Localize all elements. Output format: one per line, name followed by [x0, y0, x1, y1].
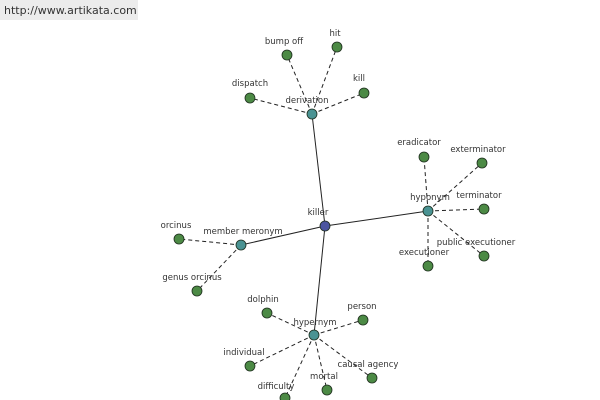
word-node: [418, 151, 430, 163]
word-node: [422, 260, 434, 272]
labels: killer derivation bump off hit kill dispatch h…: [161, 29, 516, 392]
node-label: derivation: [285, 96, 328, 106]
relation-edge: [313, 334, 328, 391]
word-node: [321, 384, 333, 396]
word-node: [191, 285, 203, 297]
word-node: [357, 314, 369, 326]
word-node: [261, 307, 273, 319]
node-label: member meronym: [203, 227, 282, 237]
node-label: executioner: [399, 248, 450, 258]
node-label: exterminator: [450, 145, 506, 155]
word-node: [422, 205, 434, 217]
word-node: [281, 49, 293, 61]
node-label: kill: [353, 74, 365, 84]
node-label: hypernym: [293, 318, 336, 328]
word-node: [366, 372, 378, 384]
node-label: bump off: [265, 37, 304, 47]
node-label: person: [347, 302, 376, 312]
word-node: [173, 233, 185, 245]
word-node: [478, 250, 490, 262]
node-label: hyponym: [410, 193, 450, 203]
relation-edge: [313, 334, 373, 379]
node-label: dispatch: [232, 79, 268, 89]
word-node: [306, 108, 318, 120]
word-node: [358, 87, 370, 99]
relation-edge: [249, 97, 313, 115]
node-label: terminator: [456, 191, 502, 201]
relation-edge: [286, 54, 313, 115]
nodes: [173, 41, 490, 400]
url-link[interactable]: http://www.artikata.com: [0, 0, 138, 20]
relation-edge: [196, 244, 242, 292]
word-node: [279, 392, 291, 400]
word-node: [244, 360, 256, 372]
word-node: [476, 157, 488, 169]
relation-edge: [284, 334, 315, 399]
relation-edge: [313, 319, 364, 336]
word-node: [244, 92, 256, 104]
node-label: public executioner: [437, 238, 516, 248]
relation-edge: [427, 208, 485, 212]
word-node: [331, 41, 343, 53]
node-label: eradicator: [397, 138, 441, 148]
hub-edge: [311, 113, 326, 227]
word-node: [478, 203, 490, 215]
word-node: [319, 220, 331, 232]
hub-edge: [324, 210, 429, 227]
node-label: dolphin: [247, 295, 279, 305]
node-label: genus orcinus: [162, 273, 222, 283]
relation-edge: [311, 92, 365, 115]
node-label: orcinus: [161, 221, 192, 231]
relation-edge: [311, 46, 338, 115]
word-node: [235, 239, 247, 251]
edges: [178, 46, 485, 399]
relation-edge: [249, 334, 315, 367]
relation-edge: [427, 162, 483, 212]
relation-edge: [178, 238, 242, 246]
relation-edge: [266, 312, 315, 336]
relation-edge: [427, 210, 485, 257]
hub-edge: [240, 225, 326, 246]
node-label: killer: [308, 208, 329, 218]
word-node: [308, 329, 320, 341]
hub-edge: [313, 225, 326, 336]
node-label: difficulty: [258, 382, 295, 392]
node-label: individual: [223, 348, 264, 358]
node-label: hit: [329, 29, 341, 39]
node-label: mortal: [310, 372, 338, 382]
node-label: causal agency: [338, 360, 399, 370]
relation-edge: [423, 156, 429, 212]
